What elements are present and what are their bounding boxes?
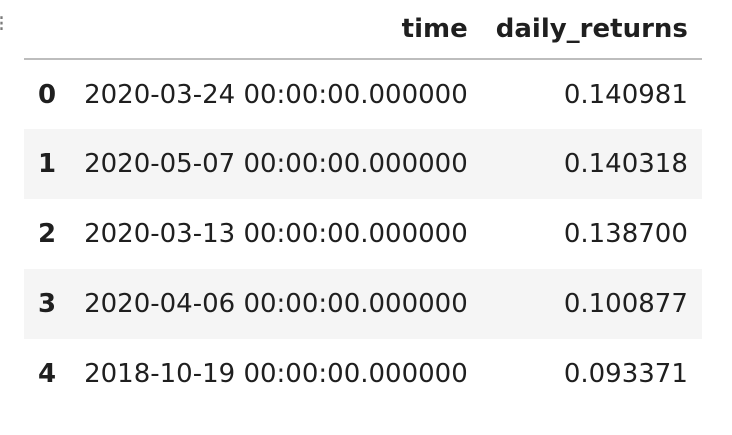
daily-returns-cell: 0.140318: [563, 149, 688, 179]
daily-returns-cell: 0.093371: [563, 359, 688, 389]
dataframe-table: time daily_returns 0 2020-03-24 00:00:00…: [24, 0, 702, 409]
daily-returns-cell: 0.140981: [563, 79, 688, 110]
header-time: time: [70, 0, 482, 60]
time-cell: 2018-10-19 00:00:00.000000: [84, 359, 468, 389]
table-row: 1 2020-05-07 00:00:00.000000 0.140318: [24, 129, 702, 199]
collapse-marker-icon: ⁝: [0, 14, 5, 36]
row-index: 1: [38, 149, 57, 179]
table-header: time daily_returns: [24, 0, 702, 60]
row-index: 3: [38, 289, 57, 319]
row-index: 2: [38, 219, 57, 249]
daily-returns-cell: 0.100877: [563, 289, 688, 319]
time-cell: 2020-03-24 00:00:00.000000: [84, 79, 468, 110]
time-cell: 2020-05-07 00:00:00.000000: [84, 149, 468, 179]
header-row: time daily_returns: [24, 0, 702, 60]
table-row: 2 2020-03-13 00:00:00.000000 0.138700: [24, 199, 702, 269]
dataframe-output: time daily_returns 0 2020-03-24 00:00:00…: [24, 0, 702, 409]
header-index-cell: [24, 0, 71, 60]
header-daily-returns: daily_returns: [481, 0, 702, 60]
row-index: 4: [38, 359, 57, 389]
table-row: 3 2020-04-06 00:00:00.000000 0.100877: [24, 269, 702, 339]
time-cell: 2020-04-06 00:00:00.000000: [84, 289, 468, 319]
time-cell: 2020-03-13 00:00:00.000000: [84, 219, 468, 249]
table-body: 0 2020-03-24 00:00:00.000000 0.140981 1 …: [24, 59, 702, 409]
row-index: 0: [38, 79, 57, 110]
table-row: 4 2018-10-19 00:00:00.000000 0.093371: [24, 339, 702, 409]
daily-returns-cell: 0.138700: [563, 219, 688, 249]
table-row: 0 2020-03-24 00:00:00.000000 0.140981: [24, 59, 702, 129]
